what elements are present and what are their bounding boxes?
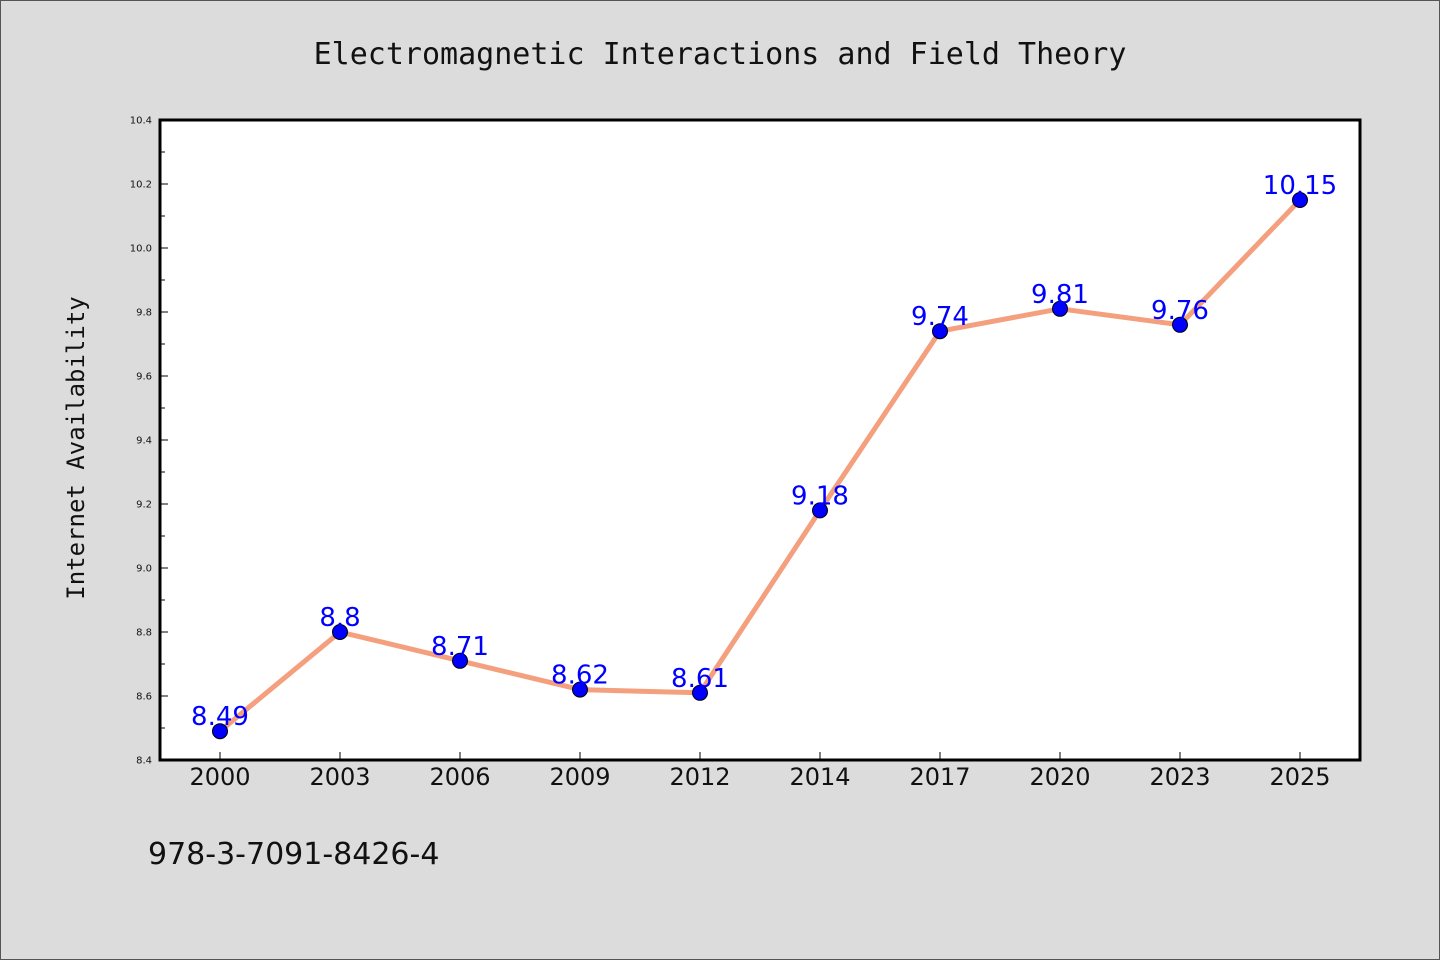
data-label: 9.18 bbox=[791, 481, 849, 511]
data-label: 9.74 bbox=[911, 302, 969, 332]
series-line bbox=[217, 197, 1303, 734]
x-tick-label: 2000 bbox=[189, 763, 250, 791]
data-markers bbox=[212, 192, 1308, 740]
data-label: 8.49 bbox=[191, 702, 249, 732]
x-tick-label: 2003 bbox=[309, 763, 370, 791]
data-label: 8.61 bbox=[671, 664, 729, 694]
data-point bbox=[1292, 192, 1308, 208]
data-point bbox=[452, 652, 468, 669]
data-label: 10.15 bbox=[1263, 171, 1337, 201]
data-point bbox=[332, 624, 348, 640]
x-tick-label: 2012 bbox=[669, 763, 730, 791]
data-labels: 8.49 8.8 8.71 8.62 8.61 9.18 9.74 9.81 9.76 10.15 bbox=[191, 171, 1337, 732]
data-label: 8.71 bbox=[431, 632, 489, 662]
y-tick-label: 9.6 bbox=[136, 372, 152, 383]
data-label: 9.76 bbox=[1151, 296, 1209, 326]
y-tick-label: 8.6 bbox=[136, 692, 152, 703]
y-tick-label: 9.2 bbox=[136, 500, 152, 511]
y-tick-label: 9.0 bbox=[136, 564, 152, 575]
x-axis: 2000 2003 2006 2009 2012 2014 2017 2020 2023 2025 bbox=[189, 752, 1331, 791]
y-tick-label: 10.4 bbox=[130, 116, 152, 127]
x-tick-label: 2017 bbox=[909, 763, 970, 791]
y-tick-label: 9.8 bbox=[136, 308, 152, 319]
chart-title: Electromagnetic Interactions and Field T… bbox=[314, 37, 1127, 72]
data-label: 8.8 bbox=[319, 603, 360, 633]
x-tick-label: 2006 bbox=[429, 763, 490, 791]
y-tick-label: 10.0 bbox=[130, 244, 152, 255]
y-tick-label: 9.4 bbox=[136, 436, 152, 447]
data-point bbox=[932, 323, 948, 340]
y-tick-label: 10.2 bbox=[130, 180, 152, 191]
y-axis: 8.4 8.6 8.8 9.0 9.2 9.4 9.6 9.8 10.0 10.2 10.4 bbox=[130, 116, 168, 767]
x-tick-label: 2020 bbox=[1029, 763, 1090, 791]
data-point bbox=[1052, 300, 1068, 317]
y-tick-label: 8.4 bbox=[136, 756, 152, 767]
data-label: 8.62 bbox=[551, 661, 609, 691]
data-point bbox=[212, 723, 228, 740]
x-tick-label: 2023 bbox=[1149, 763, 1210, 791]
x-tick-label: 2014 bbox=[789, 763, 850, 791]
x-tick-label: 2009 bbox=[549, 763, 610, 791]
data-point bbox=[692, 684, 708, 701]
data-point bbox=[1172, 316, 1188, 333]
y-tick-label: 8.8 bbox=[136, 628, 152, 639]
plot-area bbox=[160, 120, 1360, 760]
x-tick-label: 2025 bbox=[1269, 763, 1330, 791]
data-label: 9.81 bbox=[1031, 280, 1089, 310]
y-axis-label: Internet Availability bbox=[62, 296, 90, 599]
footer-code: 978-3-7091-8426-4 bbox=[148, 837, 439, 872]
data-point bbox=[572, 681, 588, 698]
plot-frame bbox=[158, 118, 1362, 762]
data-point bbox=[812, 502, 828, 519]
